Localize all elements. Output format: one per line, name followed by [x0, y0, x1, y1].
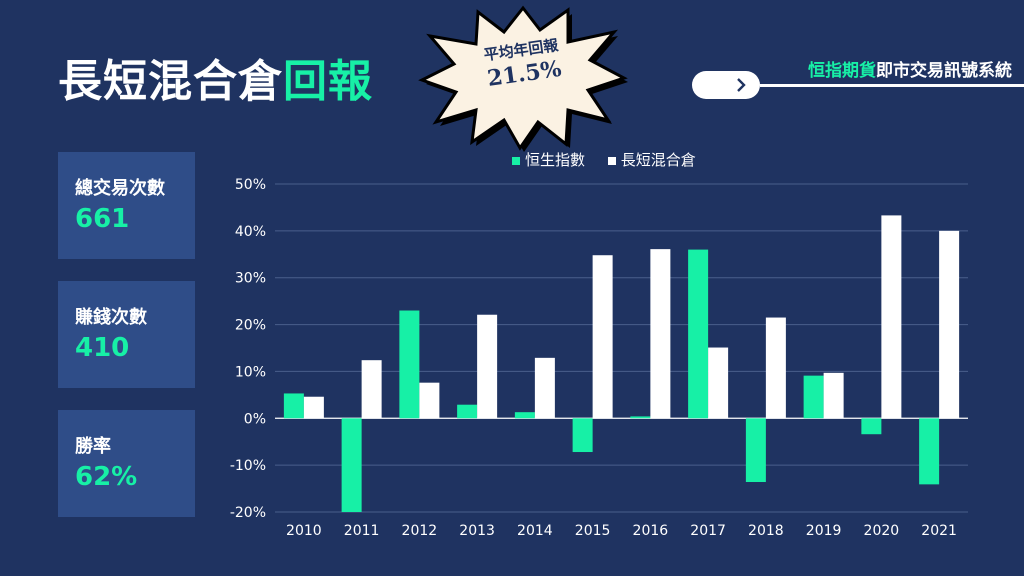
x-tick-label: 2012 [402, 523, 438, 539]
x-tick-label: 2010 [286, 523, 322, 539]
bar-mixed-2020 [881, 215, 902, 419]
bar-mixed-2015 [592, 255, 613, 419]
x-tick-label: 2017 [690, 523, 726, 539]
y-tick-label: 10% [235, 364, 266, 380]
x-tick-label: 2011 [344, 523, 380, 539]
brand-accent: 恒指期貨 [808, 61, 876, 81]
y-tick-label: 0% [244, 411, 266, 427]
chevron-right-icon [737, 78, 746, 92]
bar-hsi-2020 [861, 418, 882, 435]
bar-hsi-2011 [341, 418, 362, 512]
x-tick-label: 2013 [459, 523, 495, 539]
brand-tagline: 恒指期貨即市交易訊號系統 [808, 56, 1012, 81]
bar-hsi-2012 [399, 310, 420, 419]
next-button[interactable] [692, 71, 760, 99]
title-accent: 回報 [283, 56, 373, 107]
stat-value: 661 [75, 204, 130, 234]
brand-rest: 即市交易訊號系統 [876, 61, 1012, 81]
y-tick-label: 50% [235, 177, 266, 193]
bar-hsi-2017 [688, 249, 709, 419]
page-title: 長短混合倉回報 [58, 52, 373, 112]
stat-card-winning-trades: 賺錢次數 410 [58, 281, 195, 388]
bar-mixed-2017 [708, 347, 729, 419]
y-tick-label: -10% [230, 458, 266, 474]
x-tick-label: 2014 [517, 523, 553, 539]
returns-bar-chart: -20% -10% 0% 10% 20% 30% 40% 50% 2010 2011 2012 201… [230, 177, 968, 539]
stat-value: 410 [75, 333, 130, 363]
burst-badge-icon [418, 5, 628, 152]
stat-label: 賺錢次數 [75, 307, 147, 328]
y-tick-label: 30% [235, 271, 266, 287]
y-tick-label: 20% [235, 318, 266, 334]
title-main: 長短混合倉 [58, 56, 283, 107]
bar-hsi-2015 [572, 418, 593, 453]
bar-hsi-2010 [283, 393, 304, 419]
bar-hsi-2018 [745, 418, 766, 483]
chart-legend: 恒生指數 長短混合倉 [512, 149, 714, 170]
bar-mixed-2021 [939, 230, 960, 419]
x-tick-label: 2021 [921, 523, 957, 539]
bar-mixed-2012 [419, 382, 440, 419]
stat-value: 62% [75, 462, 138, 492]
legend-label: 長短混合倉 [620, 151, 696, 169]
legend-label: 恒生指數 [525, 151, 586, 169]
y-tick-label: -20% [230, 505, 266, 521]
bar-mixed-2016 [650, 249, 671, 419]
x-tick-label: 2020 [864, 523, 900, 539]
bar-hsi-2019 [803, 375, 824, 419]
legend-swatch-mixed [607, 156, 616, 165]
y-tick-label: 40% [235, 224, 266, 240]
bar-mixed-2018 [765, 317, 786, 419]
x-tick-label: 2019 [806, 523, 842, 539]
bar-mixed-2010 [303, 396, 324, 419]
legend-item-hsi: 恒生指數 [512, 149, 585, 170]
stat-card-total-trades: 總交易次數 661 [58, 152, 195, 259]
bar-mixed-2014 [534, 357, 555, 419]
x-tick-label: 2018 [748, 523, 784, 539]
legend-item-mixed: 長短混合倉 [607, 149, 696, 170]
bar-mixed-2013 [477, 314, 498, 419]
bar-mixed-2019 [823, 372, 844, 419]
bar-hsi-2016 [630, 416, 651, 419]
bar-hsi-2021 [919, 418, 940, 485]
x-tick-label: 2015 [575, 523, 611, 539]
legend-swatch-hsi [512, 156, 520, 165]
stat-label: 總交易次數 [75, 178, 165, 199]
header-divider [760, 84, 1024, 87]
bar-hsi-2014 [514, 412, 535, 419]
bar-hsi-2013 [457, 404, 478, 419]
stat-card-win-rate: 勝率 62% [58, 410, 195, 517]
bar-mixed-2011 [361, 360, 382, 419]
x-tick-label: 2016 [633, 523, 669, 539]
stat-label: 勝率 [75, 436, 111, 457]
